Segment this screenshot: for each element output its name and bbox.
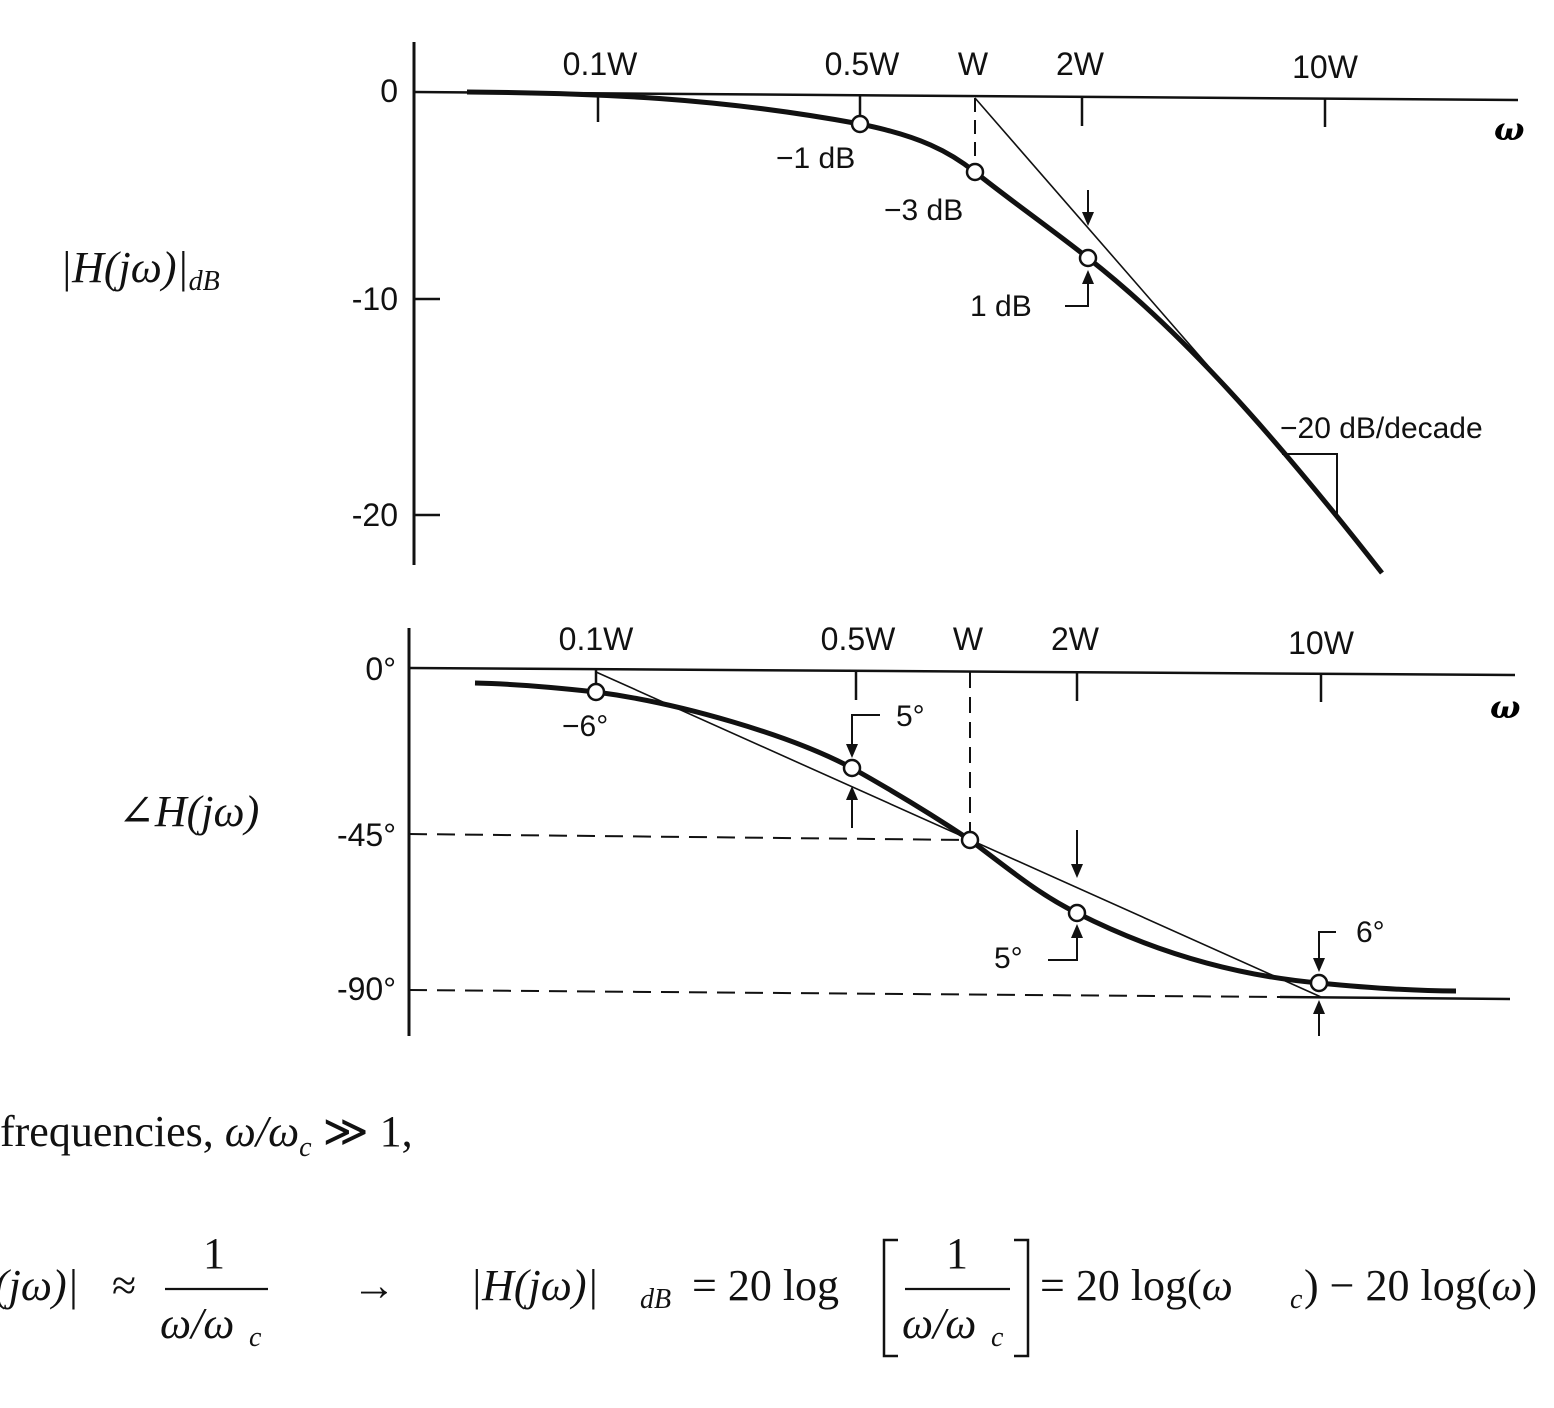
arrowhead bbox=[846, 786, 858, 800]
mag-y-axis-label: |H(jω)|dB bbox=[60, 243, 220, 297]
mag-marker bbox=[1078, 248, 1098, 268]
frequencies-prefix: frequencies, bbox=[0, 1107, 225, 1156]
equation-eq1: = 20 log bbox=[692, 1261, 839, 1310]
phase-marker bbox=[586, 682, 606, 702]
equation-frac2-den-sub: c bbox=[991, 1322, 1004, 1353]
arrowhead bbox=[1082, 212, 1094, 226]
equation-left-part: (jω)| bbox=[0, 1261, 79, 1310]
mag-x-axis-label: ω bbox=[1494, 110, 1524, 148]
arrow bbox=[851, 714, 880, 752]
arrowhead bbox=[1313, 958, 1325, 972]
mag-x-tick-label: 0.1W bbox=[563, 46, 638, 82]
frequencies-text-line: frequencies, ω/ωc ≫ 1, bbox=[0, 1106, 413, 1164]
phase-x-axis-label: ω bbox=[1490, 688, 1520, 726]
phase-y-axis-label: ∠H(jω) bbox=[118, 787, 259, 836]
mag-annotation: −20 dB/decade bbox=[1280, 412, 1483, 445]
phase-x-tick-label: 10W bbox=[1288, 625, 1355, 661]
mag-x-tick-label: 2W bbox=[1056, 46, 1105, 82]
mag-annotation: −1 dB bbox=[776, 142, 855, 175]
phase-x-tick-label: W bbox=[953, 621, 984, 657]
mag-y-tick-label: 0 bbox=[380, 73, 398, 109]
frequencies-math-sub: c bbox=[299, 1131, 312, 1163]
equation-mid-lhs-sub: dB bbox=[640, 1284, 671, 1315]
phase-x-tick-label: 0.1W bbox=[559, 621, 634, 657]
phase-x-tick-label: 2W bbox=[1051, 621, 1100, 657]
arrow bbox=[1048, 932, 1078, 961]
equation: (jω)| ≈ 1 ω/ω c → |H(jω)| dB = 20 log 1 … bbox=[0, 1229, 1537, 1358]
phase-y-tick-label: -45° bbox=[337, 817, 396, 853]
phase-annotation: −6° bbox=[562, 710, 608, 743]
phase-y-tick-label: 0° bbox=[365, 651, 396, 687]
phase-annotation: 6° bbox=[1356, 916, 1385, 949]
equation-bracket-right bbox=[1014, 1238, 1030, 1358]
mag-x-tick-label: 0.5W bbox=[825, 46, 900, 82]
frequencies-suffix: ≫ 1, bbox=[311, 1107, 413, 1156]
equation-mid-lhs: |H(jω)| bbox=[470, 1261, 599, 1310]
phase-annotation: 5° bbox=[994, 942, 1023, 975]
phase-x-tick-label: 0.5W bbox=[821, 621, 896, 657]
equation-frac2-num: 1 bbox=[946, 1229, 968, 1278]
arrowhead bbox=[1082, 270, 1094, 284]
mag-annotation: −3 dB bbox=[884, 194, 963, 227]
phase-marker bbox=[1067, 903, 1087, 923]
equation-frac2-den: ω/ω bbox=[902, 1299, 976, 1348]
equation-approx: ≈ bbox=[112, 1261, 136, 1310]
phase-annotation: 5° bbox=[896, 700, 925, 733]
arrow bbox=[1318, 931, 1336, 962]
equation-rhs-rest: ) − 20 log(ω) bbox=[1304, 1261, 1537, 1310]
mag-marker bbox=[965, 162, 985, 182]
phase-x-axis bbox=[408, 666, 1516, 677]
phase-marker bbox=[842, 758, 862, 778]
arrowhead bbox=[1313, 1000, 1325, 1014]
mag-y-tick-label: -20 bbox=[352, 497, 398, 533]
arrowhead bbox=[1071, 924, 1083, 938]
phase-dashed-90 bbox=[408, 989, 1281, 998]
equation-rhs-sub: c bbox=[1290, 1284, 1303, 1315]
equation-arrow: → bbox=[352, 1261, 396, 1310]
equation-bracket-left bbox=[882, 1238, 898, 1358]
equation-rhs: = 20 log(ω bbox=[1040, 1261, 1233, 1310]
mag-y-tick-label: -10 bbox=[352, 281, 398, 317]
mag-marker bbox=[850, 114, 870, 134]
mag-x-tick-label: W bbox=[958, 46, 989, 82]
phase-marker bbox=[1309, 973, 1329, 993]
equation-frac1-den: ω/ω bbox=[160, 1299, 234, 1348]
phase-bottom-line bbox=[1279, 995, 1511, 1001]
mag-exact-curve bbox=[466, 89, 1384, 575]
equation-frac1-num: 1 bbox=[203, 1229, 225, 1278]
phase-y-tick-label: -90° bbox=[337, 971, 396, 1007]
mag-x-tick-label: 10W bbox=[1292, 49, 1359, 85]
slope-triangle bbox=[1282, 453, 1338, 514]
phase-marker bbox=[960, 830, 980, 850]
arrowhead bbox=[846, 744, 858, 758]
arrowhead bbox=[1071, 864, 1083, 878]
magnitude-plot: 0 -10 -20 0.1W 0.5W W 2W 10W ω |H(jω)|dB bbox=[60, 42, 1524, 575]
frequencies-math: ω/ω bbox=[224, 1107, 300, 1156]
arrow bbox=[1065, 278, 1089, 307]
phase-dashed-45 bbox=[408, 833, 971, 841]
equation-frac1-den-sub: c bbox=[249, 1322, 262, 1353]
phase-plot: 0° -45° -90° 0.1W 0.5W W 2W 10W ω ∠H(jω) bbox=[118, 621, 1520, 1036]
mag-annotation: 1 dB bbox=[970, 290, 1032, 323]
